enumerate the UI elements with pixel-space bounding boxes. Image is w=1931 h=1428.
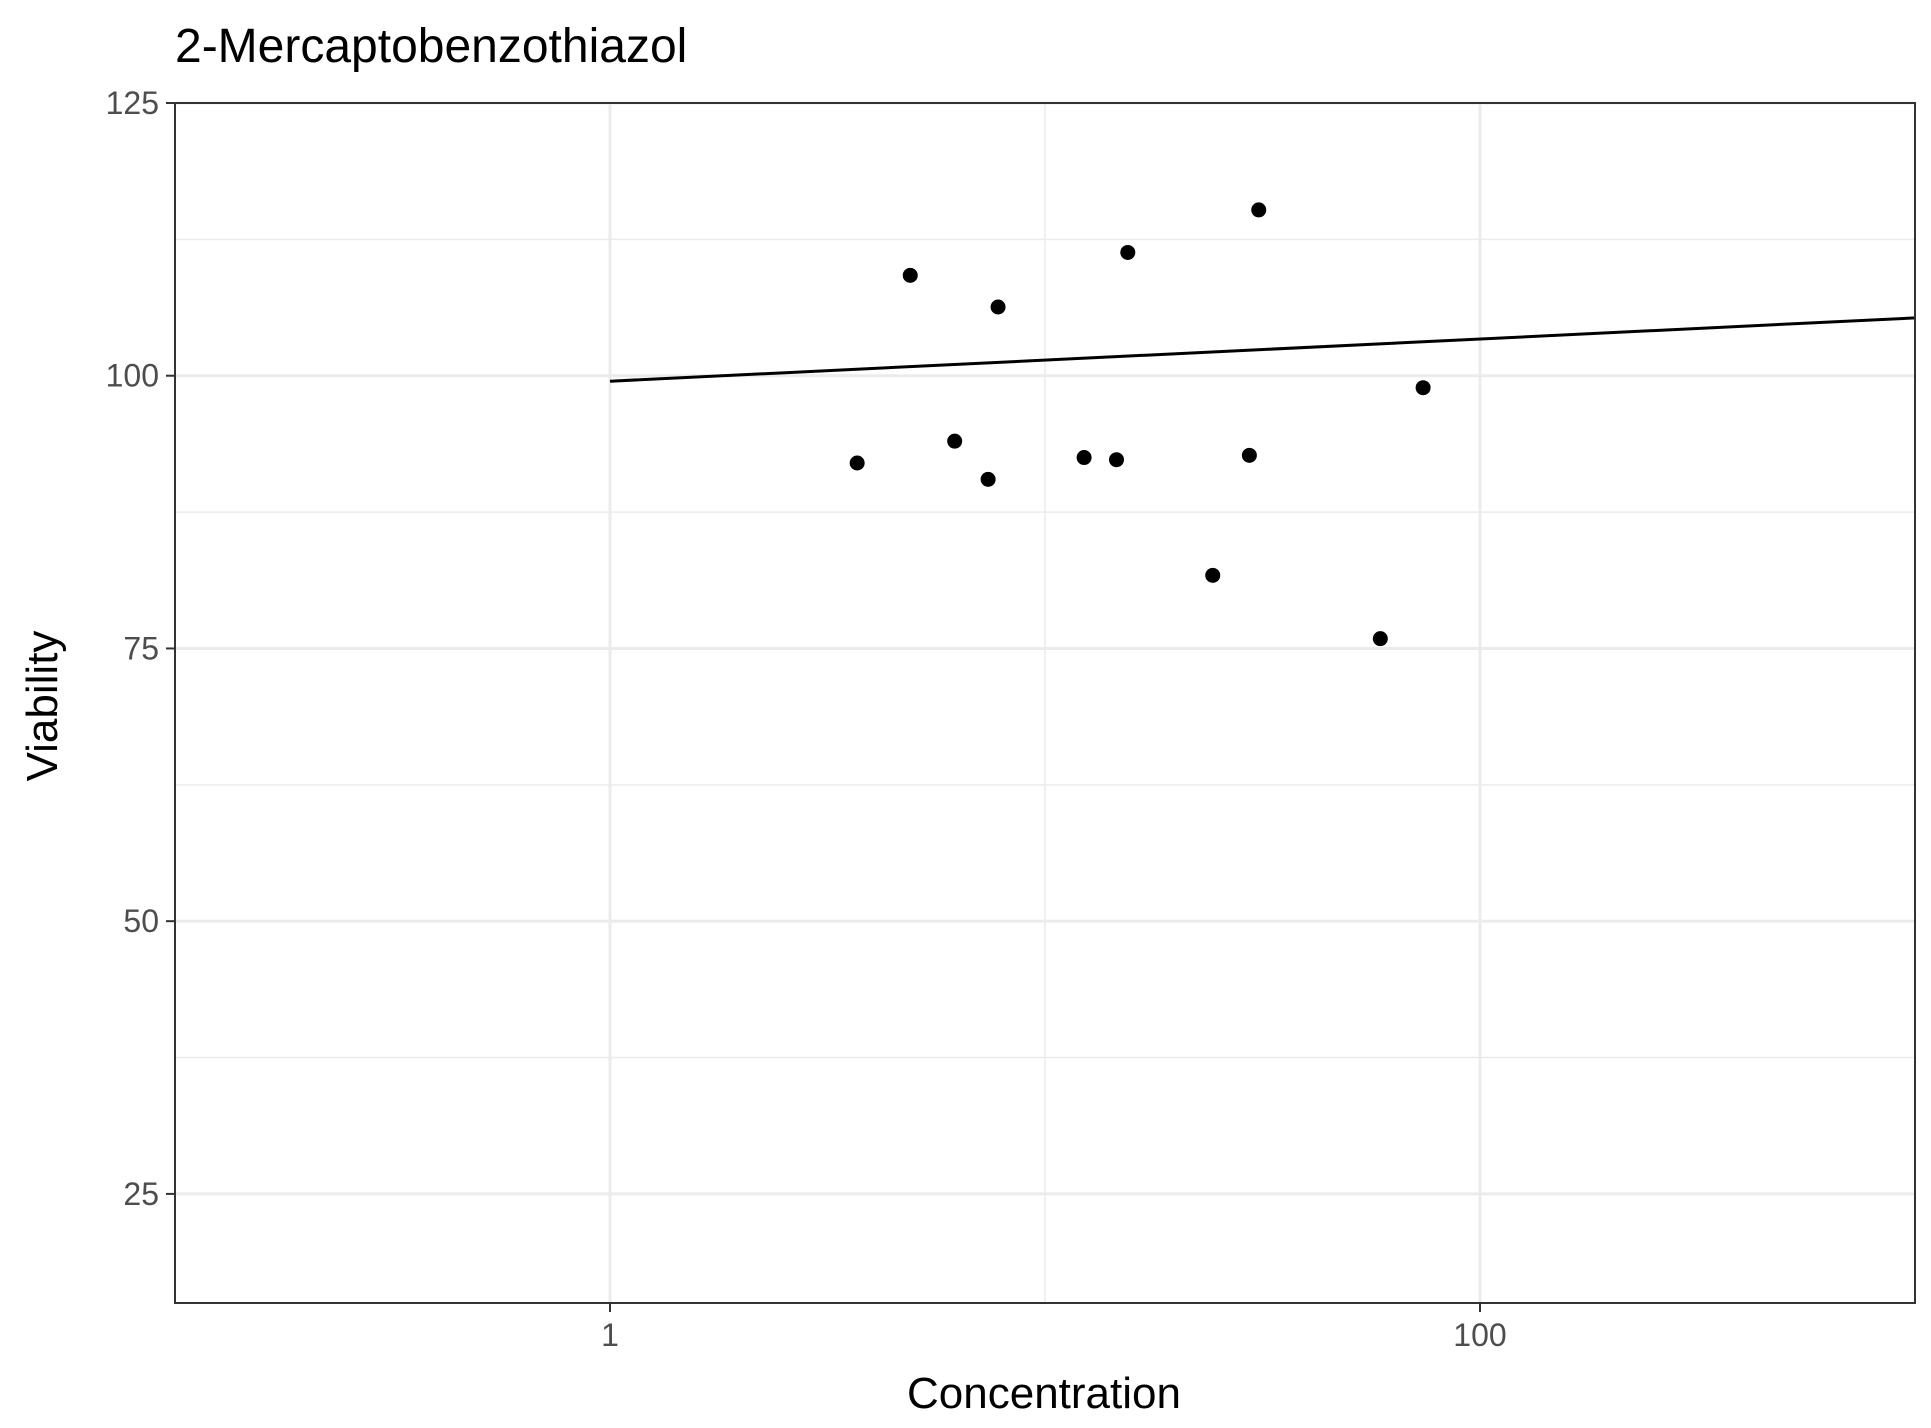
data-point [1108,452,1124,468]
y-tick-label: 100 [106,358,159,394]
data-point [1372,631,1388,647]
y-axis: 25 50 75 100 125 [106,85,175,1212]
data-point [902,267,918,283]
x-tick-label: 100 [1453,1317,1506,1353]
panel-border [174,102,1916,1304]
fit-layer [609,316,1916,383]
data-point [1205,567,1221,583]
data-point [1076,450,1092,466]
x-axis: 1 100 [601,1303,1507,1353]
fit-line [609,316,1916,383]
y-tick-label: 25 [123,1176,159,1212]
y-tick-label: 75 [123,630,159,666]
data-point [849,455,865,471]
y-tick-label: 50 [123,903,159,939]
data-point [1120,244,1136,260]
x-axis-title: Concentration [907,1369,1181,1418]
chart-title: 2-Mercaptobenzothiazol [175,20,687,73]
x-tick-label: 1 [601,1317,619,1353]
data-point [1241,447,1257,463]
points-layer [849,202,1431,647]
data-point [947,433,963,449]
y-axis-title: Viability [18,631,67,782]
data-point [990,299,1006,315]
y-tick-label: 125 [106,85,159,121]
data-point [1415,380,1431,396]
data-point [1251,202,1267,218]
data-point [980,471,996,487]
